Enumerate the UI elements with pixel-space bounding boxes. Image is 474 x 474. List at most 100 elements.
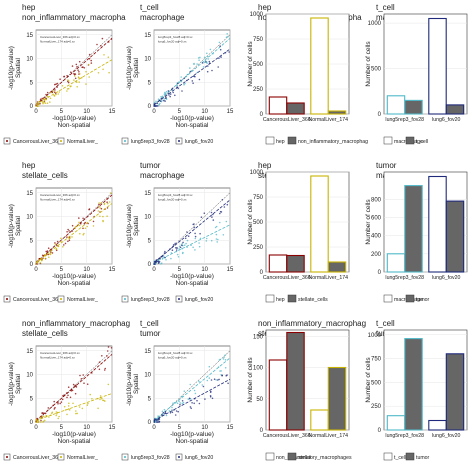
scatter-point-1 xyxy=(217,238,219,241)
scatter-point-2 xyxy=(169,95,171,98)
scatter-point-2 xyxy=(180,79,182,82)
scatter-point-2 xyxy=(107,56,110,58)
scatter-point-2 xyxy=(78,221,80,224)
scatter-point-1 xyxy=(194,249,196,251)
panel-title-line1: tumor xyxy=(376,161,397,170)
scatter-point-2 xyxy=(70,85,72,87)
scatter-point-2 xyxy=(89,393,91,396)
y-axis-label: Spatial xyxy=(133,216,140,236)
legend-label: lung5rep3_fov28 xyxy=(131,455,170,461)
legend-label: non_inflammatory_macrophag xyxy=(298,139,368,145)
legend-key-dot xyxy=(178,298,180,300)
scatter-point-2 xyxy=(75,410,77,412)
scatter-point-1 xyxy=(183,244,186,246)
x-category-label: lung6_fov20 xyxy=(432,117,460,123)
scatter-point-2 xyxy=(97,72,100,74)
bar-2-1 xyxy=(310,409,329,431)
plot-area: CancerousLiver_366 adj=0.xxNormalLiver_1… xyxy=(35,187,113,265)
fit-line-2 xyxy=(35,59,113,105)
scatter-point-2 xyxy=(37,420,40,422)
scatter-point-2 xyxy=(199,232,201,235)
scatter-point-1 xyxy=(75,63,78,66)
scatter-point-1 xyxy=(214,226,217,229)
identity-line xyxy=(153,34,231,107)
scatter-point-1 xyxy=(54,242,56,244)
scatter-point-1 xyxy=(181,242,184,245)
scatter-point-1 xyxy=(227,35,229,38)
bar-2-2 xyxy=(327,366,347,431)
scatter-point-1 xyxy=(203,61,206,64)
scatter-point-2 xyxy=(43,101,45,104)
scatter-point-1 xyxy=(225,220,228,223)
x-axis-label: Non-spatial xyxy=(176,280,209,287)
scatter-point-2 xyxy=(205,61,207,63)
scatter-point-1 xyxy=(106,201,108,203)
y-axis-label: Spatial xyxy=(133,58,140,78)
fit-line-1 xyxy=(153,224,231,263)
scatter-point-1 xyxy=(45,250,47,253)
scatter-point-2 xyxy=(217,66,219,68)
legend-label: stellat xyxy=(298,455,312,461)
scatter-point-1 xyxy=(66,236,68,238)
legend-label: lung6_fov20 xyxy=(185,297,213,303)
scatter-point-2 xyxy=(62,246,64,248)
y-tick-label: 50 xyxy=(256,397,263,403)
legend-key xyxy=(287,452,297,461)
legend-key-dot xyxy=(6,298,8,300)
panel-title-line1: hep xyxy=(22,3,36,12)
scatter-point-2 xyxy=(163,99,165,102)
scatter-point-1 xyxy=(78,217,80,219)
legend-label: stellate_cells xyxy=(298,297,328,303)
scatter-point-1 xyxy=(206,52,208,55)
scatter-point-2 xyxy=(75,225,78,228)
scatter-point-2 xyxy=(78,224,81,227)
y-tick-label: 10 xyxy=(144,215,151,221)
bar-1-1 xyxy=(268,254,288,273)
panel-title-line1: hep xyxy=(258,3,272,12)
scatter-point-1 xyxy=(51,91,54,94)
scatter-point-2 xyxy=(181,244,183,246)
y-tick-label: 0 xyxy=(30,262,34,268)
y-tick-label: 10 xyxy=(26,57,33,63)
scatter-point-2 xyxy=(68,402,70,405)
scatter-point-2 xyxy=(182,241,184,244)
scatter-point-1 xyxy=(54,406,56,409)
scatter-point-2 xyxy=(188,397,191,400)
scatter-point-2 xyxy=(86,225,88,228)
scatter-point-1 xyxy=(172,402,174,404)
scatter-point-2 xyxy=(107,383,110,386)
scatter-point-2 xyxy=(77,223,79,226)
scatter-point-1 xyxy=(74,73,77,75)
x-category-label: NormalLiver_174 xyxy=(308,433,348,439)
x-axis-label: -log10(p-value) xyxy=(170,115,214,122)
y-tick-label: 100 xyxy=(253,366,264,372)
plot-area xyxy=(383,329,468,431)
scatter-point-1 xyxy=(72,383,75,386)
scatter-point-1 xyxy=(81,66,83,69)
scatter-point-2 xyxy=(177,410,179,413)
panel-title-line2: tumor xyxy=(140,329,161,338)
scatter-point-1 xyxy=(66,396,68,399)
y-tick-label: 15 xyxy=(26,349,33,355)
panel-title-line2: non_inflammatory_macropha xyxy=(22,13,126,22)
scatter-point-1 xyxy=(51,252,54,254)
plot-border xyxy=(153,29,231,107)
scatter-point-1 xyxy=(82,374,84,376)
scatter-point-2 xyxy=(179,246,182,249)
scatter-point-2 xyxy=(102,219,104,222)
scatter-point-1 xyxy=(68,239,71,242)
scatter-point-1 xyxy=(215,225,218,228)
y-tick-label: 5 xyxy=(148,80,152,86)
scatter-point-1 xyxy=(155,100,157,103)
scatter-point-2 xyxy=(99,395,102,397)
bar-2-1 xyxy=(310,17,329,115)
scatter-point-2 xyxy=(84,227,87,230)
scatter-point-2 xyxy=(103,202,106,205)
scatter-point-2 xyxy=(74,227,76,230)
scatter-point-1 xyxy=(225,36,228,38)
scatter-point-1 xyxy=(178,248,180,250)
y-tick-label: 5 xyxy=(148,238,152,244)
scatter-point-1 xyxy=(176,84,179,87)
scatter-point-2 xyxy=(101,397,103,400)
y-tick-label: 750 xyxy=(371,357,382,363)
